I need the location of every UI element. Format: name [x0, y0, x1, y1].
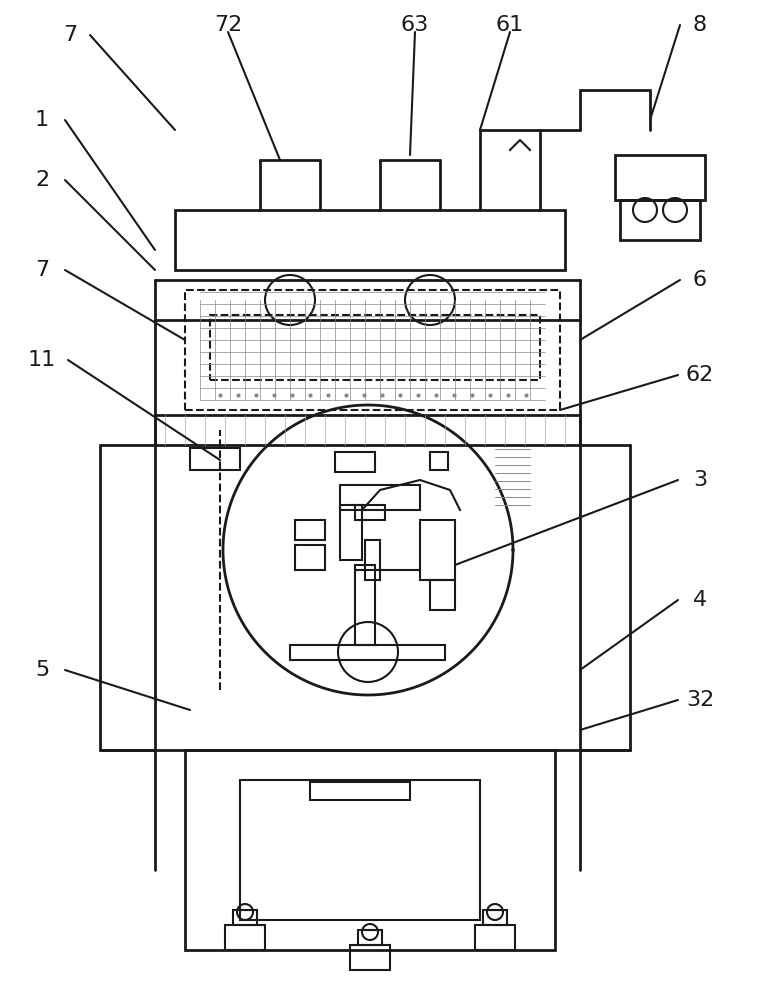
Text: 2: 2 — [35, 170, 49, 190]
Text: 62: 62 — [686, 365, 714, 385]
Bar — [430, 580, 455, 610]
Bar — [210, 315, 540, 380]
Bar — [335, 452, 375, 472]
Text: 32: 32 — [686, 690, 714, 710]
Text: 8: 8 — [693, 15, 707, 35]
Bar — [475, 925, 515, 950]
Bar — [225, 925, 265, 950]
Bar — [340, 505, 362, 560]
Bar — [240, 780, 480, 920]
Bar — [615, 155, 705, 200]
Bar — [290, 645, 445, 660]
Bar — [358, 930, 382, 945]
Bar — [350, 945, 390, 970]
Bar — [295, 520, 325, 540]
Bar — [355, 565, 375, 645]
Bar — [483, 910, 507, 925]
Text: 11: 11 — [28, 350, 56, 370]
Bar — [430, 452, 448, 470]
Text: 4: 4 — [693, 590, 707, 610]
Bar — [233, 910, 257, 925]
Bar — [175, 210, 565, 270]
Text: 72: 72 — [214, 15, 242, 35]
Bar — [340, 485, 420, 510]
Bar — [620, 200, 700, 240]
Text: 1: 1 — [35, 110, 49, 130]
Text: 61: 61 — [496, 15, 524, 35]
Bar — [190, 448, 240, 470]
Bar — [295, 545, 325, 570]
Text: 5: 5 — [35, 660, 49, 680]
Bar — [155, 415, 580, 445]
Bar — [185, 290, 560, 410]
Bar — [185, 750, 555, 950]
Text: 7: 7 — [35, 260, 49, 280]
Bar — [355, 505, 385, 520]
Text: 6: 6 — [693, 270, 707, 290]
Bar — [420, 520, 455, 580]
Text: 63: 63 — [401, 15, 429, 35]
Text: 3: 3 — [693, 470, 707, 490]
Bar — [365, 540, 380, 580]
Text: 7: 7 — [63, 25, 77, 45]
Bar — [310, 782, 410, 800]
